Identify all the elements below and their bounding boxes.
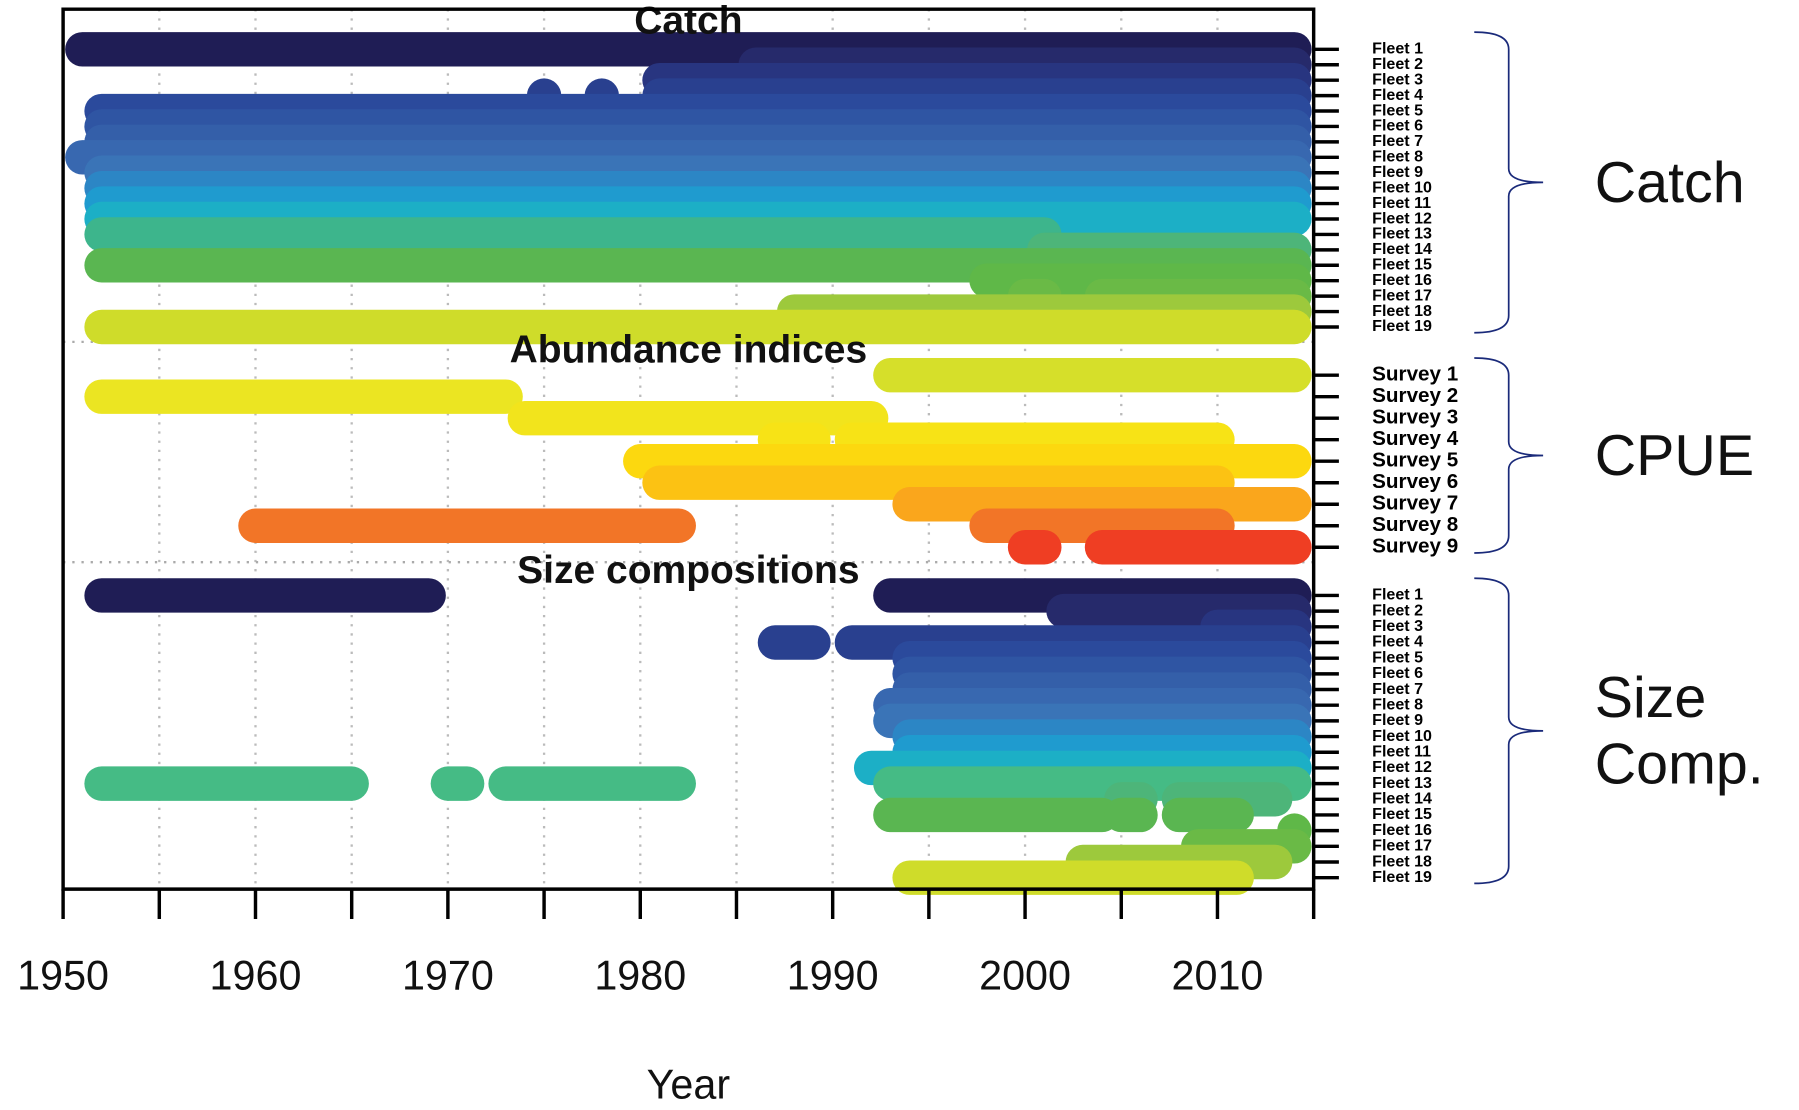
section-title: Catch: [634, 0, 742, 42]
row-label: Fleet 14: [1372, 240, 1432, 258]
brace: [1474, 31, 1544, 334]
x-tick-label: 1960: [210, 953, 302, 999]
x-axis-label: Year: [647, 1062, 731, 1108]
row-label: Fleet 16: [1372, 821, 1432, 839]
row-label: Fleet 1: [1372, 40, 1423, 58]
row-label: Survey 7: [1372, 492, 1458, 515]
x-tick-label: 1980: [594, 953, 686, 999]
section-title: Size compositions: [517, 549, 859, 592]
row-label: Fleet 19: [1372, 868, 1432, 886]
brace: [1474, 577, 1544, 885]
brace-label: Catch: [1594, 150, 1745, 215]
row-label: Survey 6: [1372, 470, 1458, 493]
row-label: Fleet 9: [1372, 163, 1423, 181]
row-label: Fleet 19: [1372, 317, 1432, 335]
row-label: Survey 4: [1372, 427, 1459, 450]
row-label: Fleet 3: [1372, 617, 1423, 635]
row-label: Fleet 15: [1372, 805, 1432, 823]
brace: [1474, 357, 1544, 554]
row-label: Fleet 6: [1372, 117, 1423, 135]
x-tick-label: 1950: [17, 953, 109, 999]
row-label: Fleet 1: [1372, 586, 1423, 604]
row-label: Fleet 16: [1372, 271, 1432, 289]
row-label: Fleet 17: [1372, 837, 1432, 855]
row-label: Fleet 6: [1372, 664, 1423, 682]
row-label: Fleet 17: [1372, 286, 1432, 304]
row-label: Fleet 4: [1372, 86, 1423, 104]
row-label: Fleet 12: [1372, 209, 1432, 227]
section-title: Abundance indices: [510, 329, 868, 372]
row-label: Fleet 7: [1372, 132, 1423, 150]
row-label: Fleet 8: [1372, 148, 1423, 166]
row-label: Fleet 10: [1372, 178, 1432, 196]
brace-label: Size Comp.: [1594, 665, 1764, 797]
row-label: Fleet 9: [1372, 711, 1423, 729]
row-label: Survey 3: [1372, 406, 1458, 429]
plot-frame: [61, 7, 1316, 891]
row-label: Fleet 13: [1372, 774, 1432, 792]
x-tick-label: 2010: [1172, 953, 1264, 999]
x-tick-label: 1990: [787, 953, 879, 999]
row-label: Fleet 2: [1372, 601, 1423, 619]
row-label: Fleet 11: [1372, 742, 1431, 760]
row-label: Fleet 15: [1372, 256, 1432, 274]
row-label: Fleet 7: [1372, 680, 1423, 698]
row-label: Fleet 18: [1372, 302, 1432, 320]
row-label: Fleet 13: [1372, 225, 1432, 243]
row-label: Fleet 8: [1372, 695, 1423, 713]
row-label: Fleet 5: [1372, 101, 1423, 119]
x-tick-label: 2000: [979, 953, 1071, 999]
row-label: Fleet 4: [1372, 633, 1423, 651]
brace-label: CPUE: [1594, 423, 1755, 488]
data-layer: [65, 32, 1312, 895]
row-label: Fleet 11: [1372, 194, 1431, 212]
row-label: Survey 2: [1372, 384, 1458, 407]
row-label: Fleet 18: [1372, 852, 1432, 870]
row-label: Survey 5: [1372, 449, 1458, 472]
row-label: Fleet 12: [1372, 758, 1432, 776]
row-label: Survey 9: [1372, 535, 1458, 558]
row-label: Fleet 3: [1372, 70, 1423, 88]
row-label: Survey 1: [1372, 363, 1458, 386]
row-label: Fleet 2: [1372, 55, 1423, 73]
x-tick-label: 1970: [402, 953, 494, 999]
row-label: Fleet 5: [1372, 648, 1423, 666]
row-label: Fleet 14: [1372, 790, 1432, 808]
row-label: Survey 8: [1372, 513, 1458, 536]
row-label: Fleet 10: [1372, 727, 1432, 745]
